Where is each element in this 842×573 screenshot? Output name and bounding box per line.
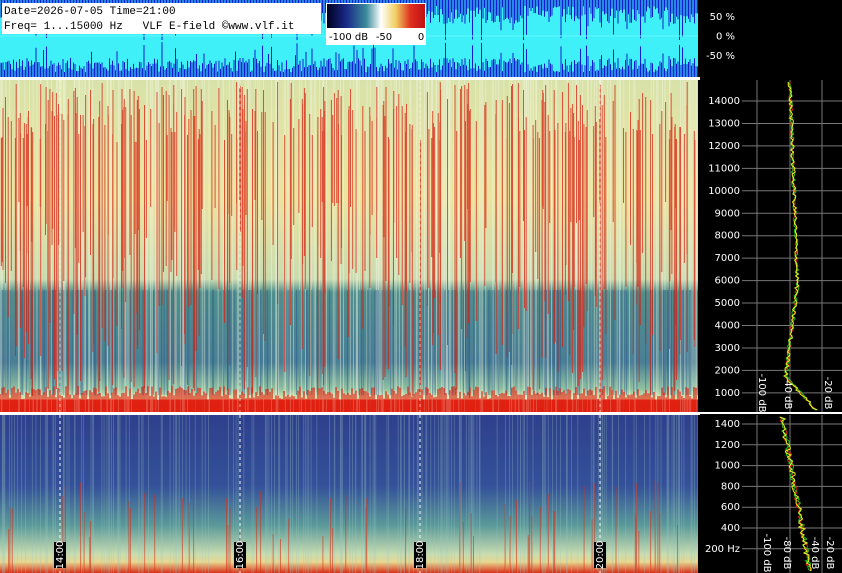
- db-label: -40 dB: [809, 537, 820, 570]
- frequency-label: 5000: [715, 298, 740, 309]
- frequency-label: 14000: [708, 96, 740, 107]
- time-label: 16:00: [235, 541, 246, 570]
- colorbar-label: 0: [418, 32, 424, 43]
- frequency-label: 1200: [715, 440, 740, 451]
- texture: [8, 480, 678, 573]
- amplitude-label: -50 %: [706, 51, 735, 62]
- frequency-label: 1400: [715, 419, 740, 430]
- db-label: -100 dB: [756, 373, 767, 412]
- time-label: 14:00: [55, 541, 66, 570]
- colorbar-label: -50: [376, 32, 392, 43]
- spectrum-panel: 50 % 0 % -50 % 14000 13000 12000 11000 10000 900…: [700, 12, 842, 573]
- spectrum-curve: [783, 81, 818, 411]
- freq-line: Freq= 1...15000 Hz VLF E-field ©www.vlf.…: [4, 21, 294, 33]
- frequency-label: 1000: [715, 388, 740, 399]
- frequency-label: 600: [721, 502, 740, 513]
- frequency-label: 800: [721, 481, 740, 492]
- separator: [0, 77, 700, 80]
- db-label: -40 dB: [782, 377, 793, 410]
- amplitude-label: 50 %: [710, 12, 735, 23]
- frequency-label: 400: [721, 523, 740, 534]
- db-label: -80 dB: [781, 537, 792, 570]
- lower-spectrogram: [0, 415, 698, 573]
- time-label-box: [594, 542, 606, 568]
- frequency-label: 10000: [708, 186, 740, 197]
- frequency-label: 8000: [715, 231, 740, 242]
- colorbar: [327, 4, 425, 28]
- frequency-label: 9000: [715, 208, 740, 219]
- separator: [0, 412, 700, 415]
- colorbar-label: -100 dB: [329, 32, 368, 43]
- time-label-box: [234, 542, 246, 568]
- frequency-label: 7000: [715, 253, 740, 264]
- texture: [0, 82, 696, 398]
- lower-spectrogram-texture: [1, 415, 698, 573]
- frequency-label: 200 Hz: [705, 544, 740, 555]
- frequency-label: 2000: [715, 365, 740, 376]
- frequency-label: 12000: [708, 141, 740, 152]
- frequency-label: 3000: [715, 343, 740, 354]
- info-box: [2, 3, 321, 34]
- amplitude-label: 0 %: [716, 32, 735, 43]
- db-label: -20 dB: [824, 537, 835, 570]
- upper-spectrogram-texture: [0, 80, 698, 412]
- time-label: 20:00: [595, 541, 606, 570]
- db-label: -20 dB: [822, 377, 833, 410]
- texture: [0, 386, 697, 412]
- time-label-box: [54, 542, 66, 568]
- texture: [1, 415, 698, 573]
- frequency-label: 6000: [715, 276, 740, 287]
- spectrum-curve: [779, 416, 812, 572]
- frequency-label: 4000: [715, 321, 740, 332]
- time-label: 18:00: [415, 541, 426, 570]
- frequency-label: 1000: [715, 461, 740, 472]
- frequency-label: 11000: [708, 163, 740, 174]
- db-label: -100 dB: [761, 533, 772, 572]
- date-line: Date=2026-07-05 Time=21:00: [4, 6, 176, 18]
- frequency-label: 13000: [708, 118, 740, 129]
- time-label-box: [414, 542, 426, 568]
